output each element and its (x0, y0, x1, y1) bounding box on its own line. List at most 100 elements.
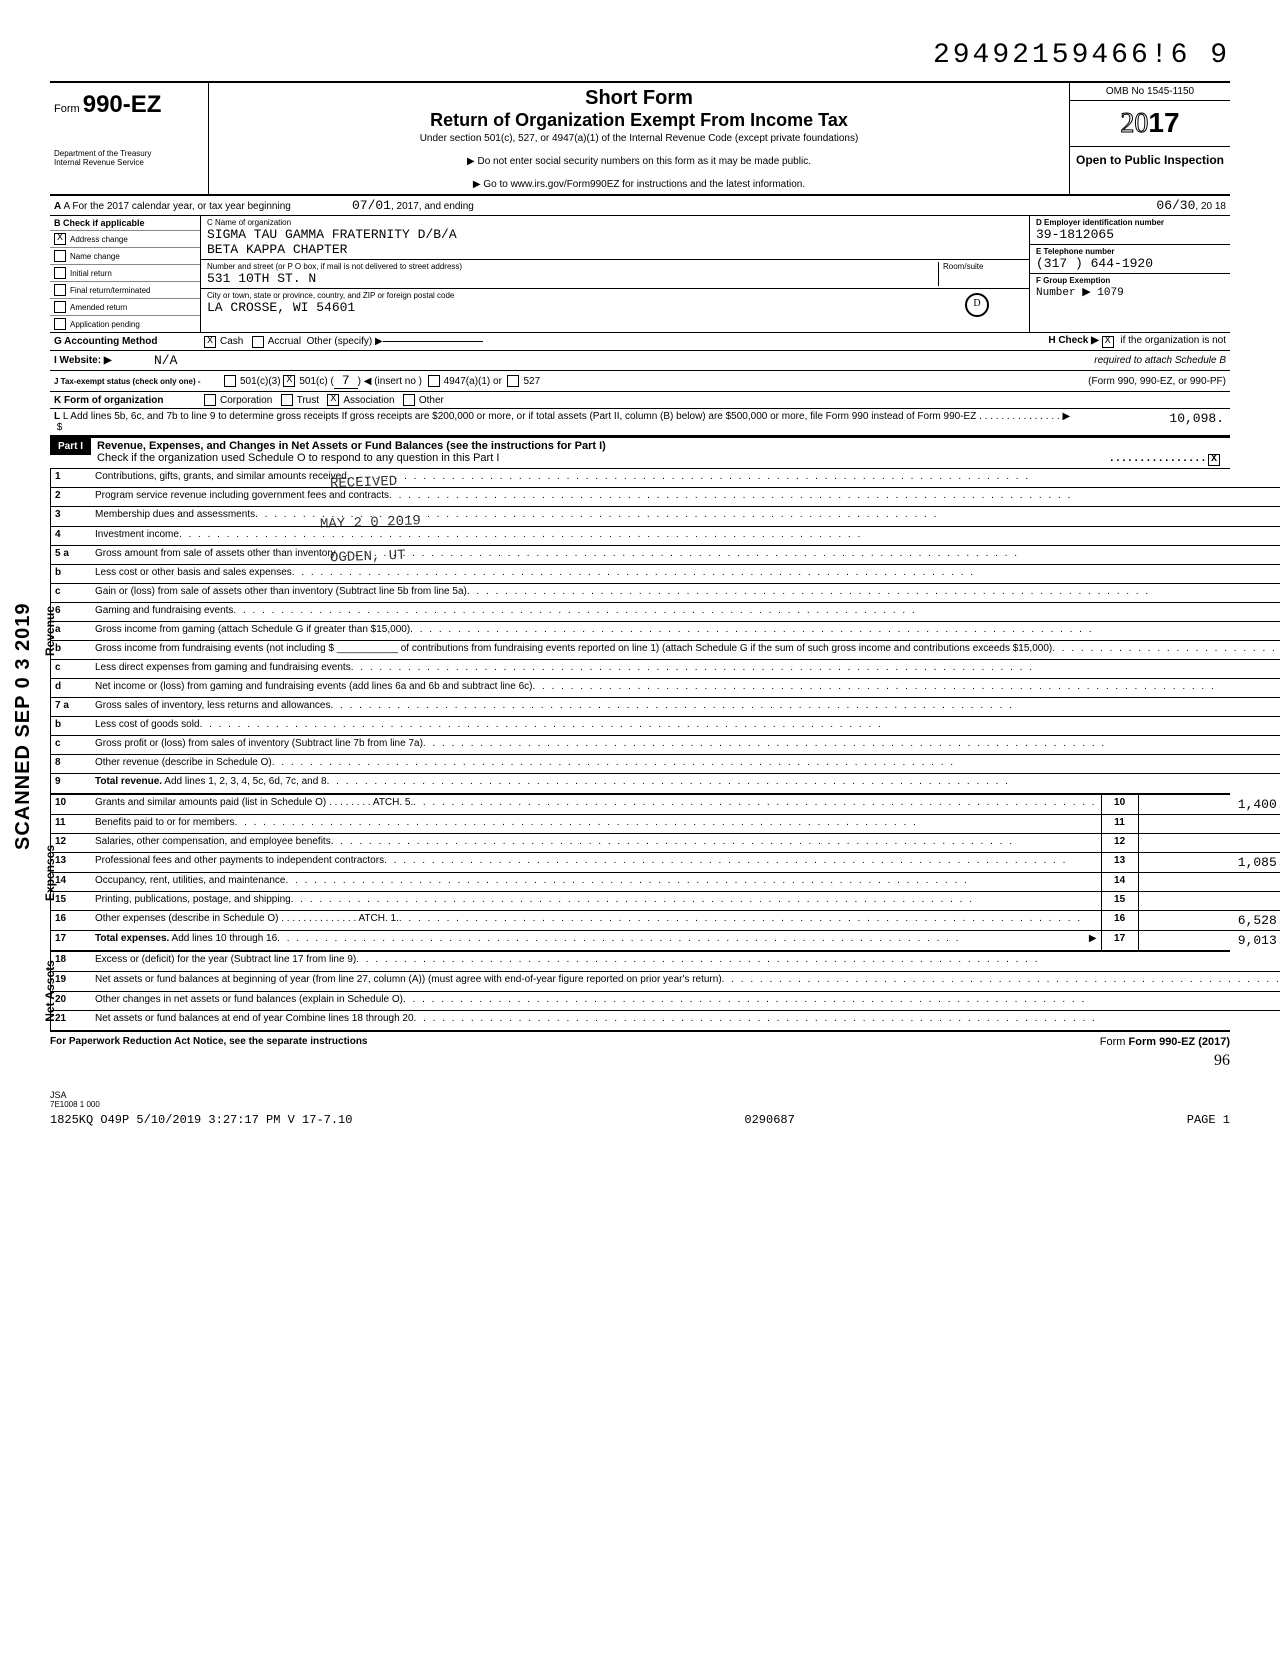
expenses-label: Expenses (43, 844, 57, 900)
form-code: 7E1008 1 000 (50, 1100, 1230, 1109)
table-row: 19Net assets or fund balances at beginni… (51, 972, 1280, 992)
check-other-org[interactable] (403, 394, 415, 406)
check-corp[interactable] (204, 394, 216, 406)
group-exemption-value: Number ▶ 1079 (1036, 285, 1224, 299)
ein-value: 39-1812065 (1036, 227, 1224, 242)
table-row: aGross income from gaming (attach Schedu… (51, 622, 1280, 641)
check-cash[interactable]: X (204, 336, 216, 348)
check-schedule-o[interactable]: X (1208, 454, 1220, 466)
part-1-header: Part I Revenue, Expenses, and Changes in… (50, 436, 1230, 469)
check-trust[interactable] (281, 394, 293, 406)
stamp-circle: D (965, 293, 989, 317)
label-group-exemption: F Group Exemption (1036, 276, 1224, 285)
jsa-mark: JSA (50, 1090, 1230, 1100)
table-row: cLess direct expenses from gaming and fu… (51, 660, 1280, 679)
check-pending[interactable] (54, 318, 66, 330)
net-assets-section: Net Assets 18Excess or (deficit) for the… (50, 952, 1230, 1032)
org-name-1: SIGMA TAU GAMMA FRATERNITY D/B/A (207, 227, 1023, 242)
revenue-section: RECEIVED MAY 2 0 2019 OGDEN, UT Revenue … (50, 469, 1230, 795)
label-phone: E Telephone number (1036, 247, 1224, 256)
check-amended[interactable] (54, 301, 66, 313)
instructions-link: ▶ Go to www.irs.gov/Form990EZ for instru… (213, 179, 1065, 190)
check-schedule-b[interactable]: X (1102, 336, 1114, 348)
dept-irs: Internal Revenue Service (54, 158, 204, 167)
scanned-stamp: SCANNED SEP 0 3 2019 (12, 602, 35, 850)
row-j-tax-status: J Tax-exempt status (check only one) - 5… (50, 371, 1230, 392)
table-row: 6Gaming and fundraising events . . . . .… (51, 603, 1280, 622)
page-footer: For Paperwork Reduction Act Notice, see … (50, 1032, 1230, 1048)
table-row: 2Program service revenue including gover… (51, 488, 1280, 507)
table-row: 15Printing, publications, postage, and s… (51, 892, 1280, 911)
org-name-2: BETA KAPPA CHAPTER (207, 242, 1023, 257)
table-row: 21Net assets or fund balances at end of … (51, 1011, 1280, 1030)
table-row: 9Total revenue. Add lines 1, 2, 3, 4, 5c… (51, 774, 1280, 793)
form-title-short: Short Form (213, 87, 1065, 110)
revenue-label: Revenue (43, 606, 57, 656)
label-city: City or town, state or province, country… (207, 291, 1023, 300)
table-row: 14Occupancy, rent, utilities, and mainte… (51, 873, 1280, 892)
expenses-section: Expenses 10Grants and similar amounts pa… (50, 795, 1230, 952)
form-header: Form 990-EZ Department of the Treasury I… (50, 81, 1230, 196)
check-initial-return[interactable] (54, 267, 66, 279)
table-row: 20Other changes in net assets or fund ba… (51, 992, 1280, 1011)
label-org-name: C Name of organization (207, 218, 1023, 227)
net-assets-label: Net Assets (43, 960, 57, 1022)
table-row: 11Benefits paid to or for members . . . … (51, 815, 1280, 834)
table-row: 3Membership dues and assessments . . . .… (51, 507, 1280, 527)
check-final-return[interactable] (54, 284, 66, 296)
row-k-form-org: K Form of organization Corporation Trust… (50, 392, 1230, 409)
row-a-tax-year: A A For the 2017 calendar year, or tax y… (50, 196, 1230, 216)
table-row: 10Grants and similar amounts paid (list … (51, 795, 1280, 815)
omb-number: OMB No 1545-1150 (1070, 83, 1230, 101)
open-public: Open to Public Inspection (1070, 147, 1230, 173)
table-row: 16Other expenses (describe in Schedule O… (51, 911, 1280, 931)
org-city: LA CROSSE, WI 54601 (207, 300, 1023, 315)
gross-receipts-amount: 10,098. (1078, 409, 1230, 435)
table-row: 4Investment income . . . . . . . . . . .… (51, 527, 1280, 546)
org-address: 531 10TH ST. N (207, 271, 938, 286)
table-row: 5 aGross amount from sale of assets othe… (51, 546, 1280, 565)
warning-ssn: ▶ Do not enter social security numbers o… (213, 156, 1065, 167)
col-b-header: B Check if applicable (50, 216, 200, 230)
bottom-line: 1825KQ O49P 5/10/2019 3:27:17 PM V 17-7.… (50, 1113, 1230, 1127)
label-room: Room/suite (943, 262, 1023, 271)
table-row: bGross income from fundraising events (n… (51, 641, 1280, 660)
table-row: 7 aGross sales of inventory, less return… (51, 698, 1280, 717)
check-527[interactable] (507, 375, 519, 387)
table-row: bLess cost or other basis and sales expe… (51, 565, 1280, 584)
check-accrual[interactable] (252, 336, 264, 348)
row-l-gross-receipts: L L Add lines 5b, 6c, and 7b to line 9 t… (50, 409, 1230, 436)
table-row: cGain or (loss) from sale of assets othe… (51, 584, 1280, 603)
table-row: dNet income or (loss) from gaming and fu… (51, 679, 1280, 698)
table-row: cGross profit or (loss) from sales of in… (51, 736, 1280, 755)
label-ein: D Employer identification number (1036, 218, 1224, 227)
check-name-change[interactable] (54, 250, 66, 262)
form-title-full: Return of Organization Exempt From Incom… (213, 110, 1065, 131)
h-text-1: if the organization is not (1120, 335, 1226, 346)
table-row: 1Contributions, gifts, grants, and simil… (51, 469, 1280, 488)
table-row: 8Other revenue (describe in Schedule O) … (51, 755, 1280, 774)
h-text-3: (Form 990, 990-EZ, or 990-PF) (1088, 376, 1226, 387)
form-subtitle: Under section 501(c), 527, or 4947(a)(1)… (213, 133, 1065, 144)
check-501c3[interactable] (224, 375, 236, 387)
check-address-change[interactable]: X (54, 233, 66, 245)
document-id: 29492159466!6 9 (50, 40, 1230, 71)
phone-value: (317 ) 644-1920 (1036, 256, 1224, 271)
check-501c[interactable]: X (283, 375, 295, 387)
table-row: 13Professional fees and other payments t… (51, 853, 1280, 873)
tax-year: 2017 (1070, 101, 1230, 147)
row-g-accounting: G Accounting Method XCash Accrual Other … (50, 333, 1230, 351)
table-row: 12Salaries, other compensation, and empl… (51, 834, 1280, 853)
dept-treasury: Department of the Treasury (54, 149, 204, 158)
check-assoc[interactable]: X (327, 394, 339, 406)
table-row: bLess cost of goods sold . . . . . . . .… (51, 717, 1280, 736)
handwritten-number: 96 (50, 1052, 1230, 1070)
h-text-2: required to attach Schedule B (1094, 355, 1226, 366)
row-i-website: I Website: ▶ N/A required to attach Sche… (50, 351, 1230, 371)
org-info-grid: B Check if applicable XAddress change Na… (50, 216, 1230, 333)
form-label: Form 990-EZ (54, 91, 204, 119)
label-address: Number and street (or P O box, if mail i… (207, 262, 938, 271)
table-row: 18Excess or (deficit) for the year (Subt… (51, 952, 1280, 972)
table-row: 17Total expenses. Add lines 10 through 1… (51, 931, 1280, 950)
check-4947[interactable] (428, 375, 440, 387)
